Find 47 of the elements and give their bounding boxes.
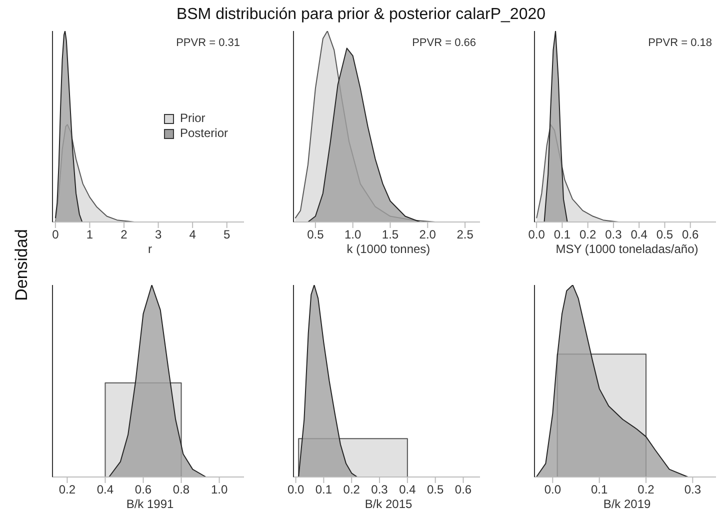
x-axis-title: r <box>147 242 153 256</box>
x-axis-title: k (1000 tonnes) <box>346 242 432 256</box>
x-tick-label: 0.0 <box>287 482 304 497</box>
x-tick-label: 0.6 <box>134 482 152 497</box>
annotation: PPVR = 0.66 <box>412 37 476 49</box>
x-tick-label: 1.5 <box>382 228 399 242</box>
x-tick-label: 0.4 <box>630 228 648 242</box>
x-tick-label: 0.2 <box>579 228 596 242</box>
x-tick-label: 0.3 <box>371 482 388 497</box>
x-tick-label: 3 <box>154 228 162 242</box>
x-tick-label: 1.0 <box>210 482 228 497</box>
x-tick-label: 0.6 <box>454 482 472 497</box>
x-tick-label: 2.0 <box>419 228 436 242</box>
x-tick-label: 4 <box>189 228 196 242</box>
annotation: PPVR = 0.18 <box>648 37 712 49</box>
annotation: PPVR = 0.31 <box>176 37 240 49</box>
x-axis-title: B/k 2019 <box>602 497 652 511</box>
x-tick-label: 0 <box>52 228 60 242</box>
x-tick-label: 1.0 <box>344 228 362 242</box>
x-tick-label: 0.8 <box>172 482 190 497</box>
text: BSM distribución para prior & posterior calarP_2020 <box>175 6 547 24</box>
x-tick-label: 0.0 <box>544 482 562 497</box>
x-axis-title: MSY (1000 toneladas/año) <box>554 242 700 256</box>
x-tick-label: 0.2 <box>638 482 655 497</box>
x-tick-label: 1 <box>86 228 94 242</box>
x-axis-title: B/k 1991 <box>125 497 175 511</box>
x-tick-label: 2 <box>120 228 128 242</box>
x-tick-label: 0.5 <box>656 228 674 242</box>
x-tick-label: 2.5 <box>456 228 474 242</box>
x-tick-label: 0.2 <box>58 482 76 497</box>
x-tick-label: 5 <box>224 228 231 242</box>
x-tick-label: 0.4 <box>399 482 416 497</box>
x-axis-title: B/k 2015 <box>364 497 414 511</box>
x-tick-label: 0.5 <box>427 482 444 497</box>
legend-label: Posterior <box>180 126 228 141</box>
x-tick-label: 0.3 <box>684 482 702 497</box>
x-tick-label: 0.4 <box>96 482 114 497</box>
x-tick-label: 0.1 <box>590 482 608 497</box>
x-tick-label: 0.1 <box>554 228 571 242</box>
x-tick-label: 0.0 <box>528 228 546 242</box>
x-tick-label: 0.2 <box>343 482 360 497</box>
x-tick-label: 0.6 <box>682 228 700 242</box>
legend-label: Prior <box>180 111 206 126</box>
x-tick-label: 0.5 <box>307 228 324 242</box>
x-tick-label: 0.3 <box>605 228 622 242</box>
y-axis-title: Densidad <box>12 229 32 301</box>
x-tick-label: 0.1 <box>315 482 332 497</box>
